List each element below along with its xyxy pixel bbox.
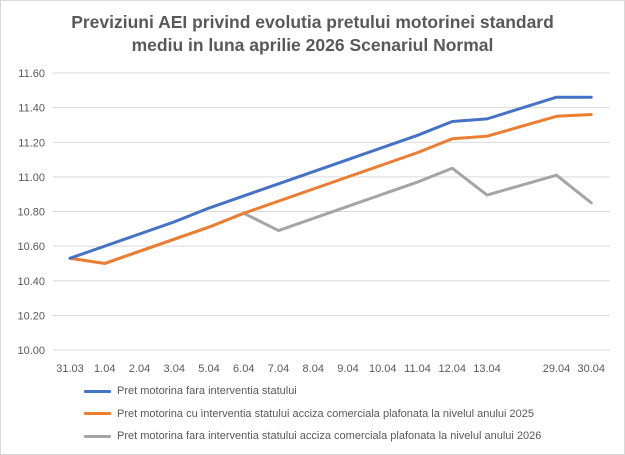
x-tick-label: 30.04 <box>577 363 605 375</box>
x-tick-label: 6.04 <box>233 363 254 375</box>
x-tick-label: 9.04 <box>337 363 358 375</box>
legend-item: Pret motorina cu interventia statului ac… <box>84 408 534 420</box>
legend-label: Pret motorina fara interventia statului <box>117 385 297 397</box>
x-tick-label: 1.04 <box>94 363 115 375</box>
x-tick-label: 2.04 <box>129 363 150 375</box>
x-tick-label: 10.04 <box>369 363 397 375</box>
x-tick-label: 11.04 <box>404 363 431 375</box>
legend-label: Pret motorina fara interventia statului … <box>117 430 542 442</box>
x-tick-label: 7.04 <box>268 363 289 375</box>
legend-item: Pret motorina fara interventia statului <box>84 385 297 397</box>
y-tick-label: 10.00 <box>17 345 45 357</box>
y-tick-label: 11.20 <box>18 137 45 149</box>
x-tick-label: 5.04 <box>198 363 219 375</box>
legend-swatch <box>84 434 111 438</box>
legend-label: Pret motorina cu interventia statului ac… <box>117 407 535 420</box>
x-tick-label: 29.04 <box>543 363 571 375</box>
chart-title: Previziuni AEI privind evolutia pretului… <box>1 11 624 57</box>
series-line-1 <box>68 95 593 260</box>
chart-title-line2: mediu in luna aprilie 2026 Scenariul Nor… <box>131 35 494 55</box>
y-tick-label: 11.40 <box>18 103 45 115</box>
y-tick-label: 11.60 <box>18 68 45 80</box>
series-line-2 <box>68 113 593 265</box>
x-tick-label: 31.03 <box>56 363 84 375</box>
y-tick-label: 10.80 <box>17 207 45 219</box>
x-tick-label: 8.04 <box>303 363 324 375</box>
x-tick-label: 13.04 <box>473 363 501 375</box>
legend-swatch <box>84 389 111 393</box>
y-tick-label: 10.20 <box>17 310 45 322</box>
y-tick-label: 11.00 <box>18 172 45 184</box>
chart-title-line1: Previziuni AEI privind evolutia pretului… <box>71 12 554 32</box>
legend-swatch <box>84 412 111 415</box>
x-tick-label: 12.04 <box>438 363 466 375</box>
x-tick-label: 3.04 <box>164 363 185 375</box>
y-tick-label: 10.40 <box>17 276 45 288</box>
legend-item: Pret motorina fara interventia statului … <box>84 430 541 442</box>
y-tick-label: 10.60 <box>17 241 45 253</box>
